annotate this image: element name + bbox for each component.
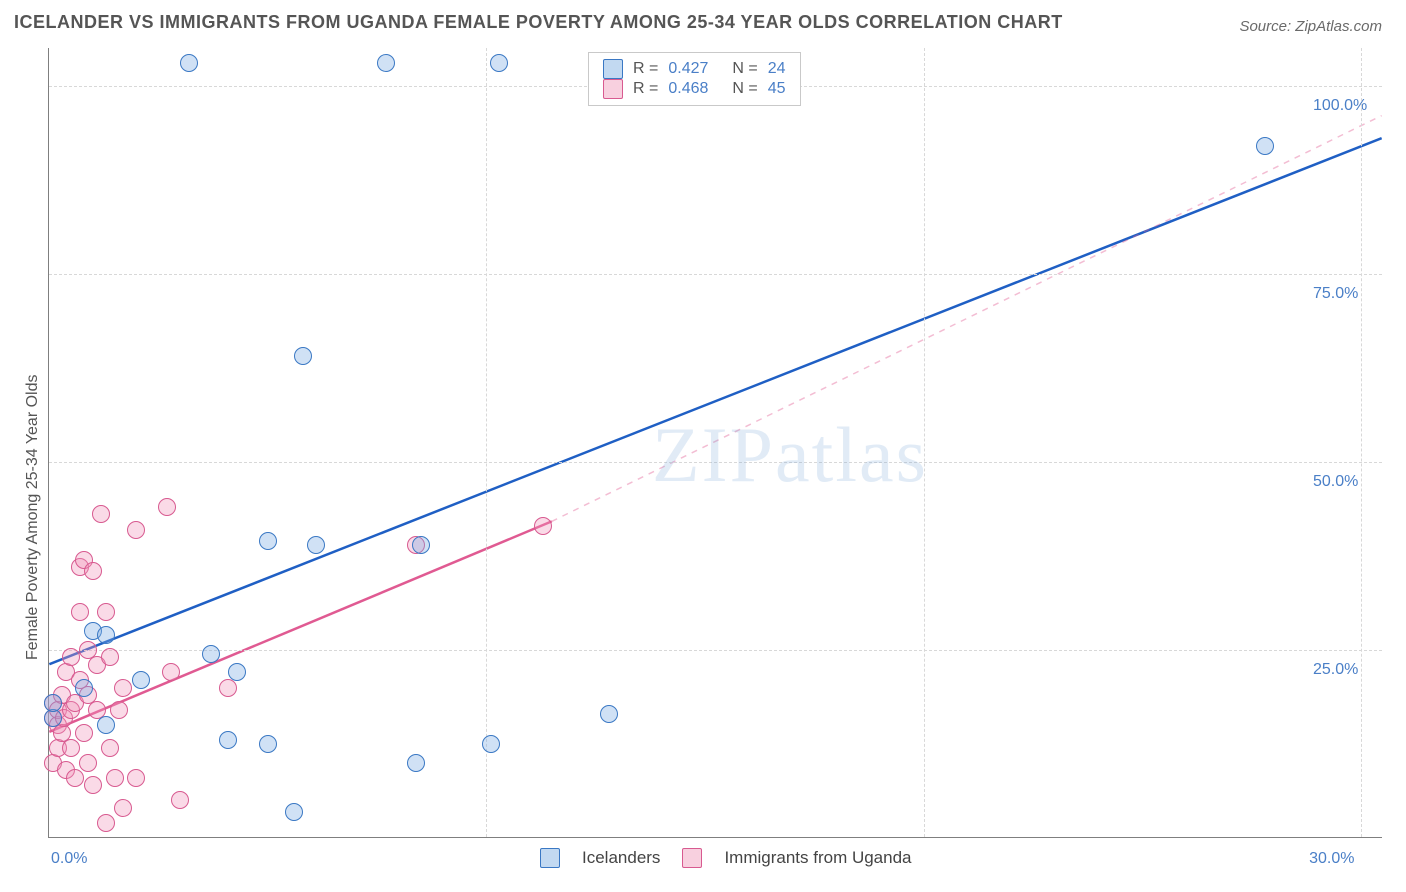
plot-area: 25.0%50.0%75.0%100.0%0.0%30.0% [48, 48, 1382, 838]
x-tick-label: 30.0% [1309, 850, 1354, 868]
gridline-v [486, 48, 487, 837]
data-point [259, 735, 277, 753]
gridline-h [49, 462, 1382, 463]
data-point [228, 663, 246, 681]
data-point [490, 54, 508, 72]
data-point [106, 769, 124, 787]
data-point [600, 705, 618, 723]
r-label: R = [633, 80, 658, 98]
data-point [97, 814, 115, 832]
gridline-h [49, 650, 1382, 651]
data-point [62, 739, 80, 757]
swatch-icon [603, 59, 623, 79]
x-tick-label: 0.0% [51, 850, 87, 868]
data-point [84, 562, 102, 580]
r-value: 0.427 [668, 60, 708, 78]
correlation-legend: R = 0.427 N = 24 R = 0.468 N = 45 [588, 52, 801, 106]
series-legend: Icelanders Immigrants from Uganda [540, 848, 912, 868]
gridline-v [924, 48, 925, 837]
data-point [101, 739, 119, 757]
swatch-icon [603, 79, 623, 99]
data-point [132, 671, 150, 689]
data-point [97, 603, 115, 621]
data-point [75, 724, 93, 742]
n-value: 45 [768, 80, 786, 98]
legend-row-uganda: R = 0.468 N = 45 [603, 79, 786, 99]
data-point [110, 701, 128, 719]
data-point [84, 776, 102, 794]
gridline-h [49, 274, 1382, 275]
y-tick-label: 75.0% [1313, 285, 1358, 303]
data-point [482, 735, 500, 753]
data-point [219, 731, 237, 749]
data-point [259, 532, 277, 550]
legend-label: Icelanders [582, 848, 660, 868]
data-point [407, 754, 425, 772]
data-point [62, 648, 80, 666]
data-point [92, 505, 110, 523]
chart-title: ICELANDER VS IMMIGRANTS FROM UGANDA FEMA… [14, 12, 1063, 33]
data-point [66, 769, 84, 787]
y-axis-title: Female Poverty Among 25-34 Year Olds [24, 375, 42, 661]
legend-row-icelanders: R = 0.427 N = 24 [603, 59, 786, 79]
data-point [285, 803, 303, 821]
y-tick-label: 100.0% [1313, 97, 1367, 115]
data-point [114, 679, 132, 697]
n-label: N = [732, 80, 757, 98]
data-point [307, 536, 325, 554]
n-value: 24 [768, 60, 786, 78]
data-point [162, 663, 180, 681]
data-point [1256, 137, 1274, 155]
data-point [127, 769, 145, 787]
trend-line [49, 138, 1381, 664]
n-label: N = [732, 60, 757, 78]
swatch-icon [540, 848, 560, 868]
legend-label: Immigrants from Uganda [724, 848, 911, 868]
data-point [180, 54, 198, 72]
data-point [75, 679, 93, 697]
data-point [412, 536, 430, 554]
data-point [171, 791, 189, 809]
y-tick-label: 50.0% [1313, 473, 1358, 491]
data-point [44, 694, 62, 712]
data-point [79, 754, 97, 772]
gridline-v [1361, 48, 1362, 837]
data-point [101, 648, 119, 666]
trend-lines-layer [49, 48, 1382, 837]
r-label: R = [633, 60, 658, 78]
data-point [127, 521, 145, 539]
data-point [202, 645, 220, 663]
data-point [114, 799, 132, 817]
trend-line-extrapolated [552, 116, 1382, 522]
swatch-icon [682, 848, 702, 868]
data-point [534, 517, 552, 535]
data-point [158, 498, 176, 516]
source-label: Source: ZipAtlas.com [1239, 18, 1382, 35]
data-point [97, 716, 115, 734]
r-value: 0.468 [668, 80, 708, 98]
trend-line [49, 521, 551, 731]
data-point [97, 626, 115, 644]
data-point [294, 347, 312, 365]
y-tick-label: 25.0% [1313, 661, 1358, 679]
data-point [377, 54, 395, 72]
data-point [71, 603, 89, 621]
